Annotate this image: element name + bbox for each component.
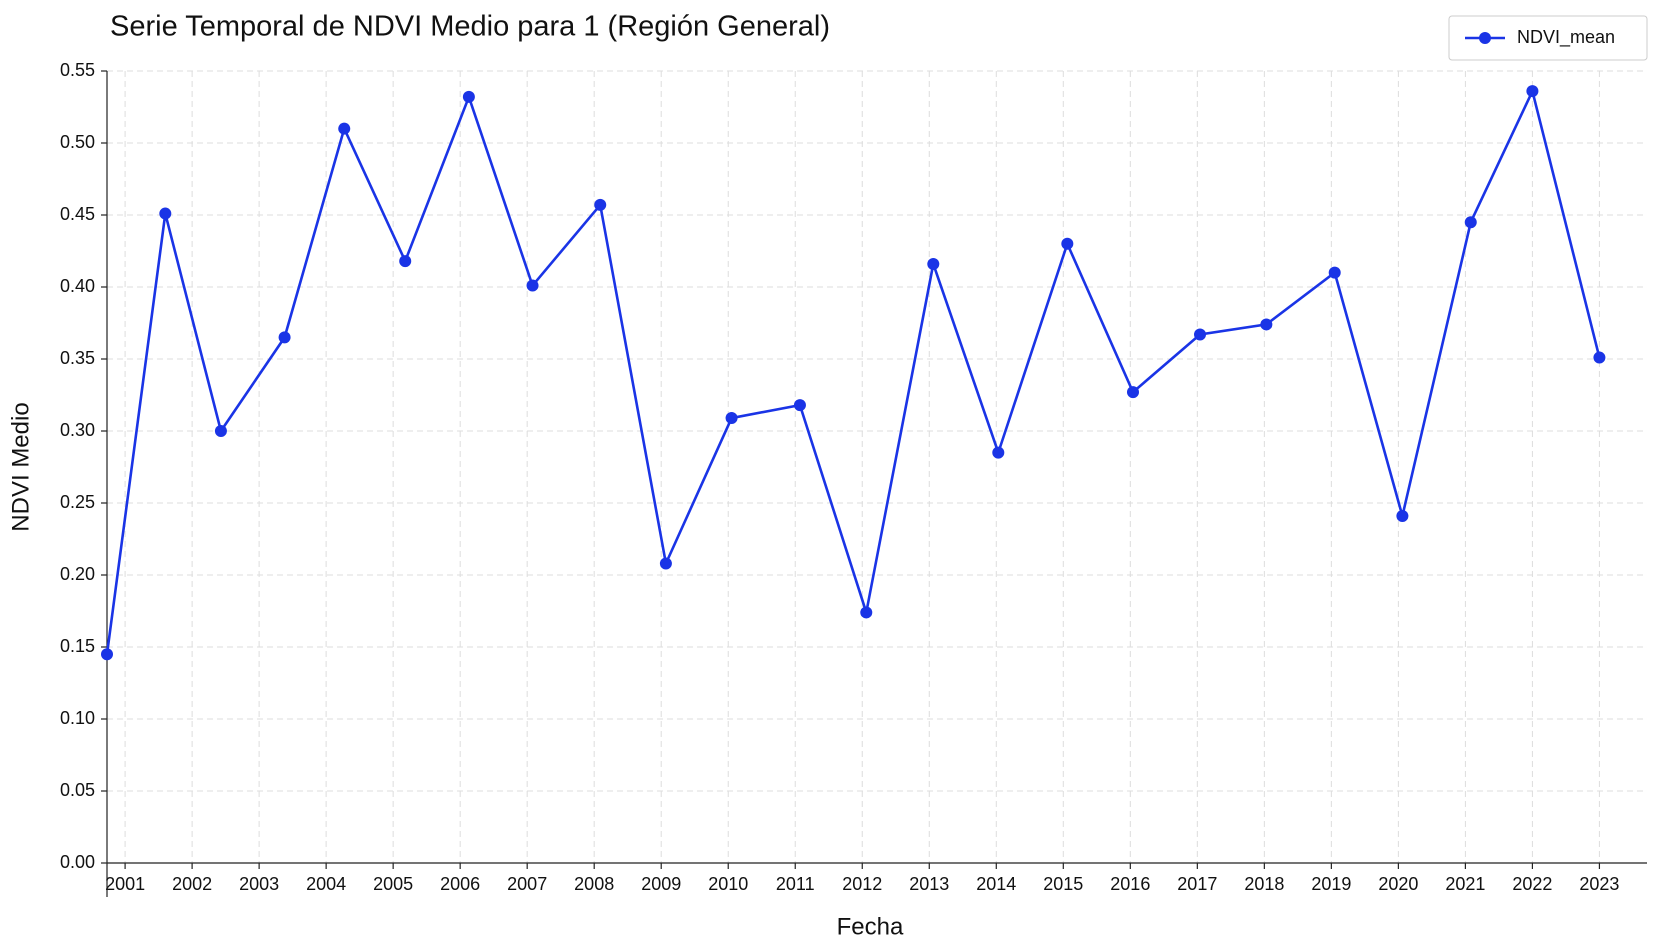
x-tick-label: 2013	[909, 874, 949, 894]
y-tick-label: 0.15	[60, 636, 95, 656]
y-tick-label: 0.20	[60, 564, 95, 584]
data-point	[992, 446, 1005, 459]
y-tick-label: 0.25	[60, 492, 95, 512]
x-tick-label: 2009	[641, 874, 681, 894]
x-tick-label: 2022	[1512, 874, 1552, 894]
y-tick-label: 0.30	[60, 420, 95, 440]
data-point	[1194, 328, 1207, 341]
legend: NDVI_mean	[1448, 15, 1648, 61]
x-tick-label: 2008	[574, 874, 614, 894]
legend-box	[1448, 15, 1648, 61]
data-point	[159, 207, 172, 220]
data-point	[1396, 509, 1409, 522]
y-tick-label: 0.55	[60, 60, 95, 80]
y-tick-label: 0.45	[60, 204, 95, 224]
data-point	[1526, 85, 1539, 98]
y-tick-label: 0.00	[60, 852, 95, 872]
data-point	[594, 198, 607, 211]
x-tick-label: 2018	[1244, 874, 1284, 894]
x-tick-label: 2011	[776, 874, 815, 894]
x-tick-label: 2014	[976, 874, 1016, 894]
data-point	[101, 648, 113, 661]
x-tick-label: 2006	[440, 874, 480, 894]
data-point	[659, 557, 672, 570]
y-tick-label: 0.35	[60, 348, 95, 368]
data-point	[1464, 216, 1477, 229]
x-tick-label: 2005	[373, 874, 413, 894]
data-point	[725, 412, 738, 425]
data-point	[399, 255, 412, 268]
x-axis-label: Fecha	[837, 913, 904, 940]
x-tick-label: 2007	[507, 874, 547, 894]
data-point	[526, 279, 539, 292]
x-tick-label: 2003	[239, 874, 279, 894]
data-point	[860, 606, 873, 619]
x-tick-label: 2015	[1043, 874, 1083, 894]
legend-marker	[1479, 32, 1491, 44]
y-axis-label: NDVI Medio	[7, 402, 34, 531]
data-point	[1260, 318, 1273, 331]
data-point	[927, 257, 940, 270]
x-tick-label: 2016	[1110, 874, 1150, 894]
y-tick-label: 0.10	[60, 708, 95, 728]
x-tick-label: 2021	[1445, 874, 1485, 894]
x-tick-label: 2012	[842, 874, 882, 894]
x-tick-label: 2001	[105, 874, 145, 894]
data-point	[338, 122, 351, 135]
data-point	[278, 331, 291, 344]
x-tick-label: 2020	[1378, 874, 1418, 894]
x-tick-label: 2019	[1311, 874, 1351, 894]
x-tick-label: 2023	[1579, 874, 1619, 894]
data-point	[214, 425, 227, 437]
x-tick-label: 2002	[172, 874, 212, 894]
data-point	[1328, 266, 1341, 279]
data-point	[1593, 351, 1606, 364]
data-point	[793, 399, 806, 412]
legend-label: NDVI_mean	[1517, 27, 1615, 48]
x-tick-label: 2010	[708, 874, 748, 894]
y-tick-label: 0.40	[60, 276, 95, 296]
y-tick-label: 0.50	[60, 132, 95, 152]
series-line	[105, 87, 1601, 655]
data-point	[1061, 237, 1074, 250]
x-tick-label: 2017	[1177, 874, 1217, 894]
chart-title: Serie Temporal de NDVI Medio para 1 (Reg…	[110, 11, 830, 43]
y-tick-label: 0.05	[60, 780, 95, 800]
data-point	[1126, 386, 1139, 399]
x-tick-label: 2004	[306, 874, 346, 894]
data-point	[462, 90, 475, 103]
